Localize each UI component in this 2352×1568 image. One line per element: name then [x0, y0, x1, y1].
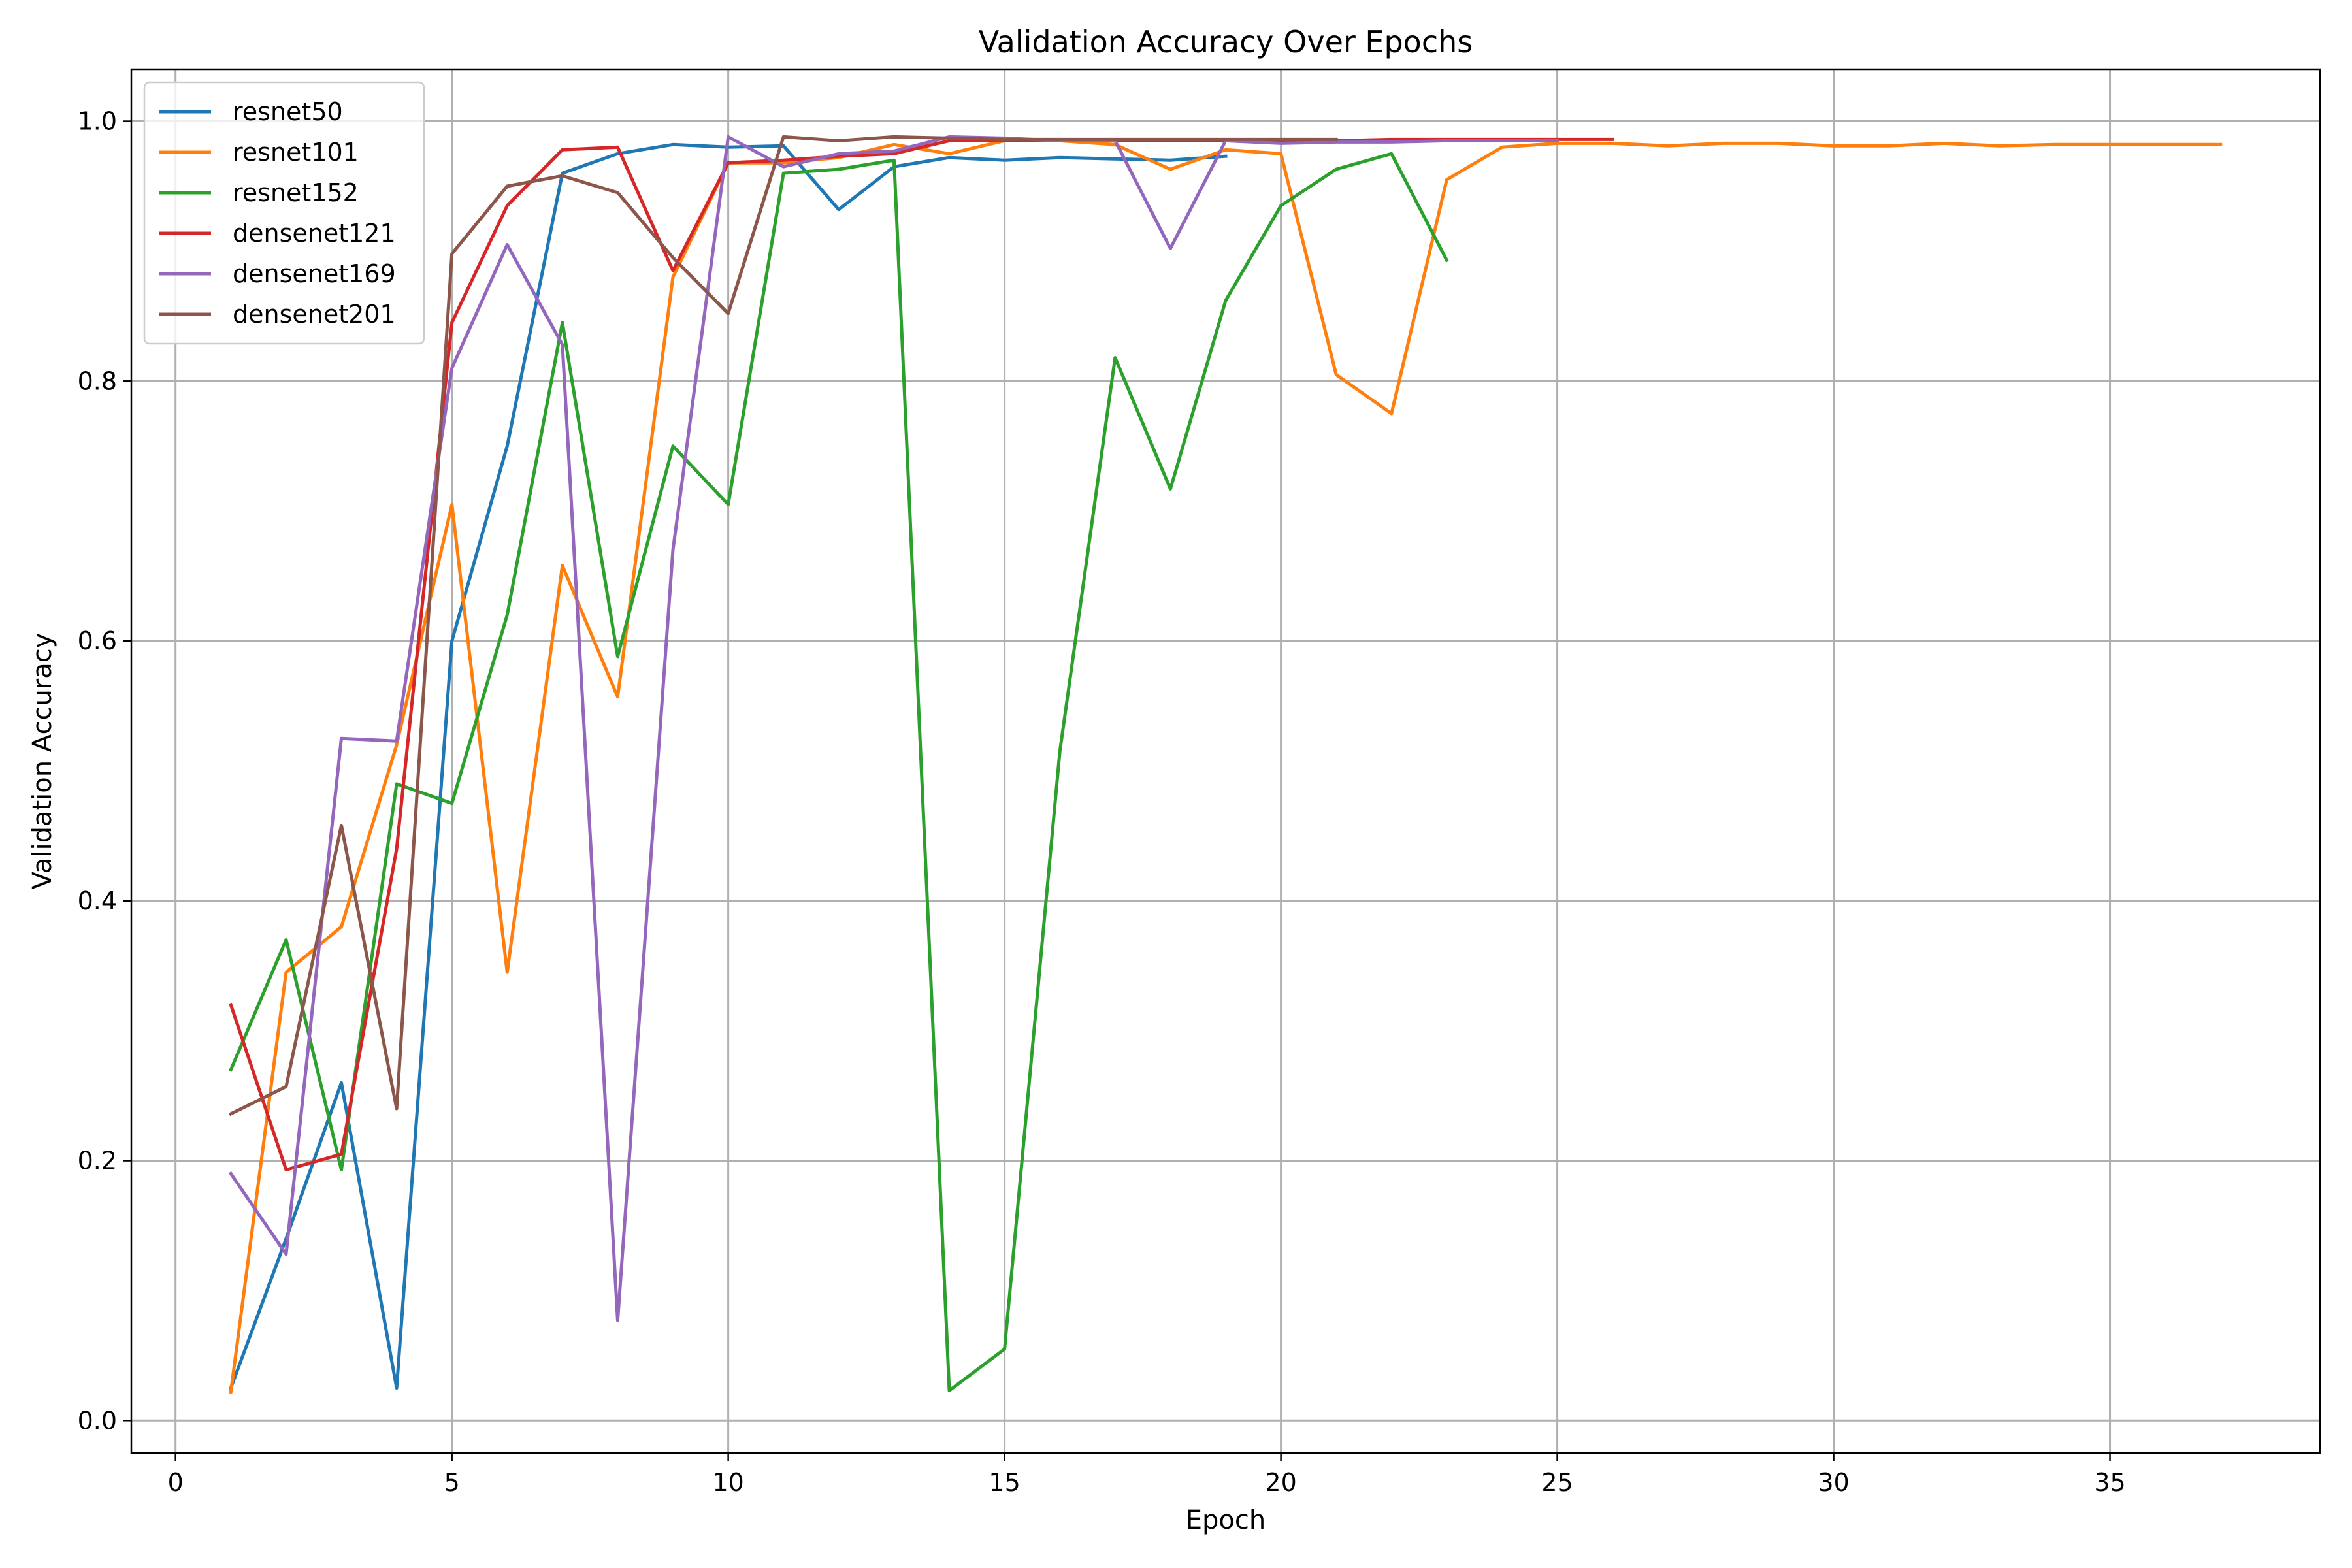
x-tick-label: 25	[1541, 1468, 1573, 1497]
x-axis-ticks: 0 5 10 15 20 25 30 35	[168, 1453, 2126, 1497]
x-tick-label: 0	[168, 1468, 184, 1497]
x-tick-label: 20	[1265, 1468, 1296, 1497]
x-tick-label: 35	[2094, 1468, 2125, 1497]
x-tick-label: 10	[712, 1468, 743, 1497]
legend: resnet50 resnet101 resnet152 densenet121 den…	[143, 81, 425, 345]
y-axis-ticks: 0.0 0.2 0.4 0.6 0.8 1.0	[78, 107, 131, 1435]
series-lines	[228, 135, 2223, 1394]
legend-frame	[143, 81, 425, 345]
chart-title: Validation Accuracy Over Epochs	[979, 24, 1473, 59]
x-tick-label: 5	[444, 1468, 460, 1497]
y-axis-label: Validation Accuracy	[27, 633, 57, 890]
y-tick-label: 0.2	[78, 1147, 117, 1175]
legend-label-resnet152: resnet152	[233, 178, 359, 207]
series-line-densenet121	[229, 137, 1614, 1171]
x-axis-label: Epoch	[1186, 1505, 1266, 1535]
y-tick-label: 0.4	[78, 887, 117, 915]
y-tick-label: 0.6	[78, 627, 117, 655]
x-tick-label: 30	[1818, 1468, 1849, 1497]
legend-label-resnet50: resnet50	[233, 97, 343, 126]
legend-label-densenet169: densenet169	[233, 259, 396, 288]
series-line-densenet169	[228, 135, 1560, 1322]
legend-label-densenet121: densenet121	[233, 219, 396, 248]
legend-label-densenet201: densenet201	[233, 300, 396, 329]
y-tick-label: 1.0	[78, 107, 117, 136]
series-line-resnet152	[229, 152, 1449, 1392]
y-tick-label: 0.0	[78, 1406, 117, 1435]
axes-frame	[130, 68, 2321, 1454]
grid	[131, 69, 2320, 1453]
y-tick-label: 0.8	[78, 367, 117, 395]
series-line-resnet101	[229, 139, 2223, 1394]
legend-label-resnet101: resnet101	[233, 138, 359, 167]
series-line-densenet201	[228, 135, 1338, 1117]
x-tick-label: 15	[988, 1468, 1020, 1497]
